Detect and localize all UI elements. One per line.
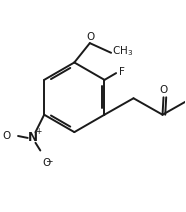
Text: O: O	[87, 32, 95, 42]
Text: +: +	[35, 127, 41, 136]
Text: O: O	[159, 85, 168, 95]
Text: O: O	[42, 158, 50, 168]
Text: O: O	[2, 131, 10, 141]
Text: F: F	[119, 67, 125, 77]
Text: −: −	[45, 157, 53, 166]
Text: CH$_3$: CH$_3$	[112, 44, 133, 58]
Text: N: N	[28, 131, 38, 144]
